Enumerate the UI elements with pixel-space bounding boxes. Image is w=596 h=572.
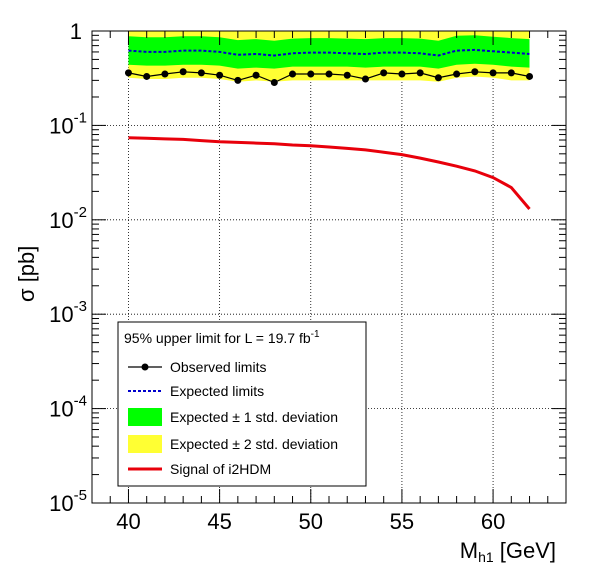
observed-point — [361, 75, 369, 83]
y-axis-title: σ [pb] — [14, 246, 39, 302]
series-expected — [128, 48, 530, 57]
x-axis-title: Mh1 [GeV] — [460, 538, 556, 565]
legend: 95% upper limit for L = 19.7 fb-1 Observ… — [117, 321, 367, 487]
observed-point — [179, 68, 187, 76]
y-tick-label: 10-4 — [49, 393, 87, 422]
observed-point — [343, 71, 351, 79]
legend-swatch-band2 — [128, 435, 162, 453]
series-signal — [128, 136, 531, 210]
observed-point — [398, 70, 406, 78]
observed-point — [453, 70, 461, 78]
series-observed — [124, 68, 534, 86]
x-tick-label: 55 — [390, 509, 414, 534]
legend-entry-observed: Observed limits — [128, 359, 266, 375]
y-tick-label: 10-2 — [49, 204, 87, 233]
legend-entry-band2: Expected ± 2 std. deviation — [128, 435, 338, 453]
observed-point — [380, 69, 388, 77]
legend-label: Expected limits — [170, 383, 264, 399]
observed-point — [252, 71, 260, 79]
observed-point — [471, 68, 479, 76]
observed-point — [161, 70, 169, 78]
observed-point — [489, 69, 497, 77]
y-tick-label: 10-5 — [49, 487, 87, 516]
observed-point — [289, 70, 297, 78]
y-tick-label: 1 — [70, 19, 82, 44]
x-tick-label: 40 — [116, 509, 140, 534]
observed-point — [216, 71, 224, 79]
observed-point — [270, 78, 278, 86]
x-axis: 40 45 50 55 60 — [91, 31, 567, 534]
observed-point — [434, 74, 442, 82]
observed-point — [526, 72, 534, 80]
observed-point — [307, 70, 315, 78]
legend-label: Observed limits — [170, 359, 266, 375]
legend-entry-band1: Expected ± 1 std. deviation — [128, 408, 338, 426]
x-tick-label: 60 — [481, 509, 505, 534]
legend-entry-expected: Expected limits — [128, 383, 264, 399]
observed-point — [234, 76, 242, 84]
legend-header: 95% upper limit for L = 19.7 fb-1 — [124, 329, 320, 346]
y-axis: 1 10-1 10-2 10-3 10-4 10-5 — [49, 19, 566, 516]
y-tick-label: 10-3 — [49, 298, 87, 327]
observed-point — [143, 72, 151, 80]
observed-point — [507, 69, 515, 77]
legend-marker-observed — [141, 363, 149, 371]
observed-point — [197, 69, 205, 77]
observed-point — [325, 70, 333, 78]
observed-point — [416, 69, 424, 77]
legend-label: Signal of i2HDM — [170, 461, 271, 477]
legend-swatch-band1 — [128, 408, 162, 426]
signal-line — [128, 136, 531, 210]
legend-box — [117, 321, 367, 487]
x-tick-label: 45 — [207, 509, 231, 534]
legend-entry-signal: Signal of i2HDM — [128, 461, 271, 477]
y-tick-label: 10-1 — [49, 109, 87, 138]
x-tick-label: 50 — [299, 509, 323, 534]
expected-line — [128, 48, 530, 57]
legend-label: Expected ± 1 std. deviation — [170, 409, 338, 425]
legend-label: Expected ± 2 std. deviation — [170, 436, 338, 452]
observed-point — [124, 69, 132, 77]
